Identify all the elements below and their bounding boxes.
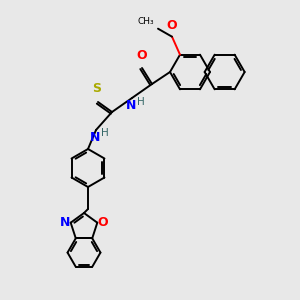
Text: O: O [167, 19, 177, 32]
Text: O: O [97, 216, 108, 229]
Text: H: H [101, 128, 109, 138]
Text: CH₃: CH₃ [137, 17, 154, 26]
Text: O: O [137, 49, 147, 62]
Text: N: N [126, 99, 136, 112]
Text: N: N [90, 131, 100, 144]
Text: N: N [59, 216, 70, 229]
Text: S: S [92, 82, 101, 95]
Text: H: H [137, 97, 145, 107]
